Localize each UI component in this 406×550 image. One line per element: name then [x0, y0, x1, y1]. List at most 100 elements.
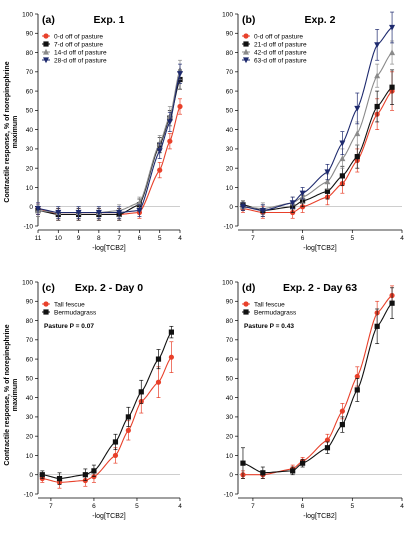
- x-tick-label: 4: [400, 503, 404, 510]
- data-point: [354, 387, 360, 393]
- x-tick-label: 5: [158, 235, 162, 242]
- legend-marker: [243, 33, 249, 39]
- x-axis-label: -log[TCB2]: [92, 245, 126, 252]
- y-tick-label: 90: [226, 299, 234, 306]
- y-tick-label: 30: [26, 146, 34, 153]
- y-tick-label: 70: [26, 337, 34, 344]
- y-tick-label: 100: [22, 279, 33, 286]
- data-point: [389, 49, 396, 56]
- data-point: [324, 188, 331, 194]
- y-tick-label: 0: [229, 472, 233, 479]
- y-tick-label: 60: [26, 356, 34, 363]
- data-point: [75, 209, 82, 216]
- panel-title: Exp. 2 - Day 63: [283, 282, 357, 294]
- data-point: [339, 155, 346, 162]
- data-point: [39, 472, 45, 478]
- y-tick-label: 50: [26, 376, 34, 383]
- x-tick-label: 11: [35, 235, 42, 242]
- x-tick-label: 4: [178, 235, 182, 242]
- y-tick-label: 30: [226, 146, 234, 153]
- data-point: [55, 209, 62, 216]
- data-point: [374, 72, 381, 79]
- panel-title: Exp. 1: [94, 14, 125, 26]
- data-point: [339, 173, 345, 179]
- data-point: [56, 475, 63, 482]
- data-point: [374, 42, 381, 49]
- data-point: [95, 209, 102, 216]
- data-point: [290, 468, 296, 474]
- series-curve: [242, 90, 393, 214]
- y-tick-label: -10: [224, 491, 234, 498]
- y-tick-label: -10: [24, 491, 34, 498]
- legend-entry: 28-d off of pasture: [54, 57, 107, 64]
- legend-entry: 21-d off of pasture: [254, 41, 307, 48]
- chart-panel-4: -10 0 10 20 30 40 50 60 70 80 90 100 7 6 5 4 -log[TCB2] (…: [222, 279, 404, 520]
- legend-marker: [43, 309, 49, 315]
- series-curve: [242, 302, 393, 474]
- data-point: [136, 207, 143, 214]
- y-tick-label: 80: [226, 50, 234, 57]
- series-curve: [37, 106, 181, 215]
- y-tick-label: 50: [226, 108, 234, 115]
- x-tick-label: 8: [97, 235, 101, 242]
- x-axis-label: -log[TCB2]: [92, 513, 126, 520]
- legend-entry: Bermudagrass: [254, 309, 297, 316]
- y-tick-label: 60: [226, 88, 234, 95]
- data-point: [125, 414, 131, 420]
- panel-label: (d): [242, 282, 255, 294]
- legend-entry: 63-d off of pasture: [254, 57, 307, 64]
- x-tick-label: 7: [251, 503, 255, 510]
- y-tick-label: 100: [222, 279, 233, 286]
- data-point: [177, 103, 183, 110]
- y-tick-label: -10: [224, 223, 234, 230]
- legend-marker: [243, 301, 249, 307]
- y-axis-label-bottom-line1: Contractile response, % of norepinephrin…: [4, 324, 11, 465]
- legend-marker: [243, 57, 249, 64]
- data-point: [91, 468, 97, 474]
- legend-marker: [243, 48, 249, 55]
- x-tick-label: 7: [251, 235, 255, 242]
- data-point: [156, 148, 163, 155]
- data-point: [339, 140, 346, 147]
- data-point: [339, 422, 345, 428]
- data-point: [112, 439, 119, 445]
- x-tick-label: 9: [77, 235, 81, 242]
- y-tick-label: 0: [229, 204, 233, 211]
- data-point: [157, 167, 163, 173]
- series-curve: [242, 27, 393, 212]
- y-tick-label: 10: [26, 453, 34, 460]
- x-tick-label: 4: [178, 503, 182, 510]
- y-tick-label: 10: [26, 185, 34, 192]
- data-point: [82, 472, 88, 478]
- data-point: [260, 470, 266, 476]
- data-point: [354, 105, 361, 112]
- y-tick-label: 0: [29, 472, 33, 479]
- data-point: [389, 84, 395, 90]
- y-tick-label: 20: [26, 433, 34, 440]
- data-point: [289, 200, 296, 207]
- data-point: [35, 206, 41, 212]
- legend-entry: 7-d off of pasture: [54, 41, 103, 48]
- panel-label: (b): [242, 14, 255, 26]
- x-tick-label: 6: [92, 503, 96, 510]
- y-tick-label: 40: [26, 395, 34, 402]
- series-curve: [242, 295, 393, 476]
- data-point: [300, 460, 306, 466]
- data-point: [168, 354, 174, 360]
- x-tick-label: 6: [301, 235, 305, 242]
- y-tick-label: -10: [24, 223, 34, 230]
- y-tick-label: 20: [26, 165, 34, 172]
- legend-marker: [43, 48, 49, 55]
- chart-panel-1: -10 0 10 20 30 40 50 60 70 80 90 100 11 10 9 8 7 6 5 4 -log[…: [22, 11, 183, 252]
- data-point: [259, 207, 266, 214]
- data-point: [324, 169, 331, 176]
- data-point: [155, 379, 162, 385]
- x-tick-label: 5: [350, 503, 354, 510]
- y-tick-label: 70: [226, 69, 234, 76]
- data-point: [389, 24, 396, 31]
- panel-label: (a): [42, 14, 55, 26]
- data-point: [354, 373, 360, 380]
- y-tick-label: 40: [226, 395, 234, 402]
- y-tick-label: 90: [26, 31, 34, 38]
- x-tick-label: 4: [400, 235, 404, 242]
